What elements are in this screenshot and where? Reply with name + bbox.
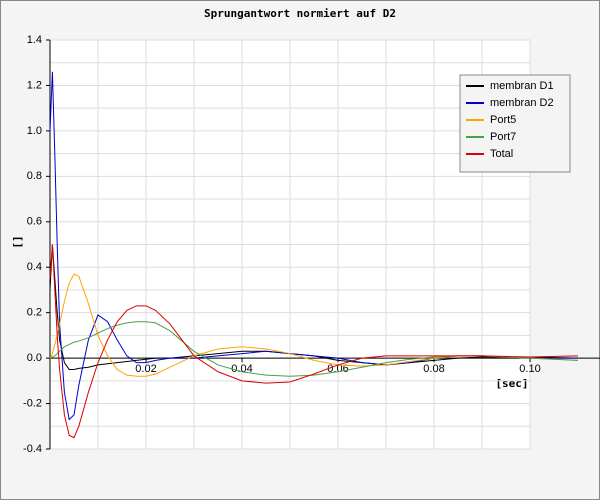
series-line bbox=[49, 71, 578, 421]
y-tick-label: 0.4 bbox=[27, 261, 42, 273]
y-tick-label: -0.4 bbox=[23, 443, 42, 455]
x-tick-label: 0.02 bbox=[135, 363, 156, 375]
x-axis-label: [sec] bbox=[495, 377, 528, 390]
series-line bbox=[49, 244, 579, 439]
legend-box bbox=[459, 74, 571, 173]
y-axis-label: [] bbox=[11, 235, 24, 248]
chart-title: Sprungantwort normiert auf D2 bbox=[204, 7, 396, 20]
series-line bbox=[49, 273, 579, 377]
legend-label: Port5 bbox=[490, 114, 516, 126]
y-tick-label: 0.2 bbox=[27, 307, 42, 319]
x-tick-label: 0.10 bbox=[519, 363, 540, 375]
y-tick-label: 0.8 bbox=[27, 170, 42, 182]
y-tick-label: -0.2 bbox=[23, 397, 42, 409]
y-tick-label: 1.0 bbox=[27, 125, 42, 137]
y-tick-label: 0.0 bbox=[27, 352, 42, 364]
legend-label: Port7 bbox=[490, 131, 516, 143]
legend-label: membran D1 bbox=[490, 80, 554, 92]
legend-label: membran D2 bbox=[490, 97, 554, 109]
y-tick-label: 0.6 bbox=[27, 216, 42, 228]
x-tick-label: 0.08 bbox=[423, 363, 444, 375]
legend-label: Total bbox=[490, 148, 513, 160]
y-tick-label: 1.2 bbox=[27, 79, 42, 91]
y-tick-label: 1.4 bbox=[27, 34, 42, 46]
series-line bbox=[49, 321, 579, 377]
legend: membran D1 membran D2 Port5 Port7 Total bbox=[459, 74, 571, 173]
